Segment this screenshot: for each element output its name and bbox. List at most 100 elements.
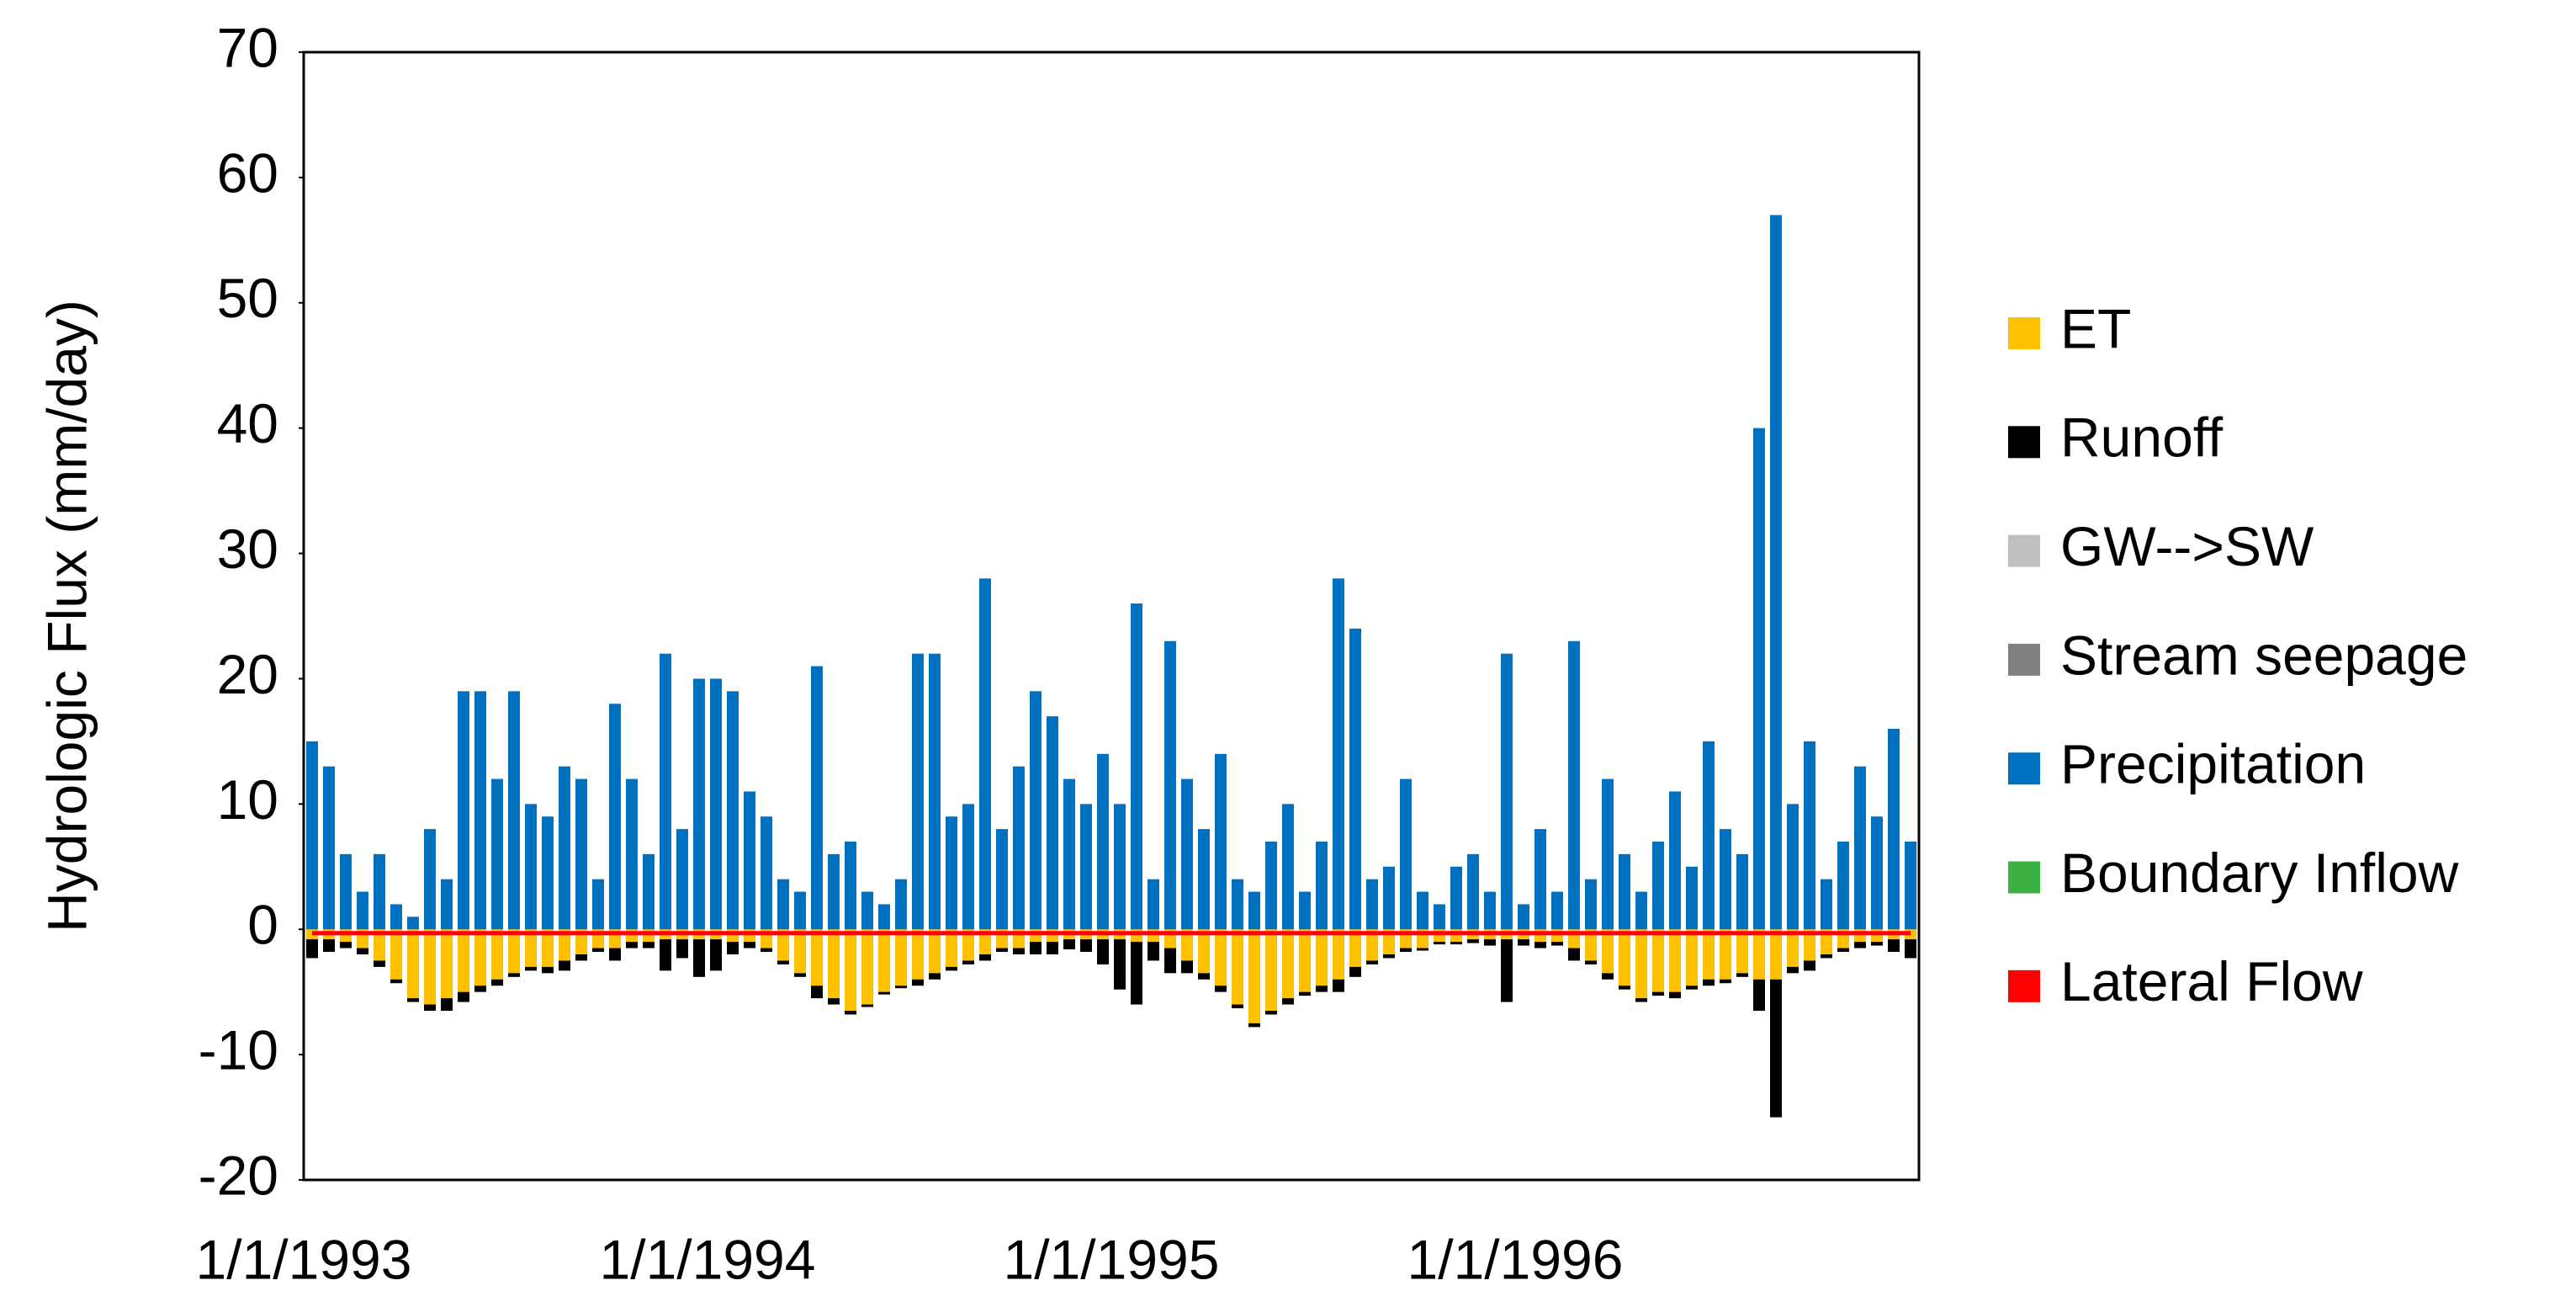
bar xyxy=(1821,954,1832,959)
bar xyxy=(1181,778,1193,930)
bar xyxy=(1736,973,1748,977)
bar xyxy=(1265,842,1277,930)
legend-swatch xyxy=(2008,752,2040,785)
bar xyxy=(845,1011,856,1015)
bar xyxy=(1097,939,1109,964)
bar xyxy=(693,678,705,930)
bar xyxy=(1215,929,1227,986)
bar xyxy=(357,948,368,954)
bar xyxy=(828,853,840,930)
bar xyxy=(458,991,469,1002)
bar xyxy=(407,916,419,930)
bar xyxy=(845,929,856,1011)
bar xyxy=(1467,939,1479,943)
x-tick-label: 1/1/1994 xyxy=(600,1228,816,1290)
bar xyxy=(929,653,941,930)
y-tick-label: -20 xyxy=(199,1144,278,1206)
bar xyxy=(508,929,520,974)
bar xyxy=(458,691,469,930)
bar xyxy=(1181,960,1193,974)
bar xyxy=(962,804,974,930)
bar xyxy=(1114,939,1126,990)
bar xyxy=(1232,879,1243,930)
bar xyxy=(1568,948,1580,961)
legend-swatch xyxy=(2008,643,2040,676)
bar xyxy=(1686,866,1698,930)
bar xyxy=(1585,960,1597,964)
bar xyxy=(474,986,486,992)
bar xyxy=(727,942,739,954)
legend-swatch xyxy=(2008,970,2040,1002)
bar xyxy=(1148,879,1159,930)
bar xyxy=(1703,979,1715,986)
bar xyxy=(979,578,991,930)
bar xyxy=(1164,640,1176,930)
legend-label: ET xyxy=(2060,297,2131,359)
y-tick-label: 30 xyxy=(217,518,278,580)
bar xyxy=(441,879,453,930)
legend-label: Stream seepage xyxy=(2060,624,2467,686)
bar xyxy=(912,979,924,986)
bar xyxy=(323,766,335,930)
bar xyxy=(1770,979,1782,1118)
bar xyxy=(811,666,823,930)
bar xyxy=(1686,986,1698,990)
bar xyxy=(1501,653,1513,930)
bar xyxy=(1837,842,1849,930)
bar xyxy=(1635,891,1647,930)
bar xyxy=(895,879,907,930)
bar xyxy=(1097,753,1109,930)
bar xyxy=(1450,942,1462,945)
bar xyxy=(1366,929,1378,961)
bar xyxy=(1282,804,1294,930)
bar xyxy=(1736,853,1748,930)
bar xyxy=(1568,640,1580,930)
bar xyxy=(1652,842,1664,930)
bar xyxy=(979,929,991,954)
bar xyxy=(390,929,402,980)
bar xyxy=(1131,942,1142,1005)
bar xyxy=(1837,948,1849,953)
bar xyxy=(1888,729,1900,930)
bar xyxy=(962,960,974,964)
bar xyxy=(1030,942,1042,954)
bar xyxy=(929,929,941,974)
bar xyxy=(1652,991,1664,996)
bar xyxy=(306,741,318,930)
bar xyxy=(1349,628,1361,930)
bar xyxy=(1450,866,1462,930)
legend-swatch xyxy=(2008,426,2040,459)
bar xyxy=(794,973,806,977)
bar xyxy=(508,973,520,977)
bar xyxy=(1248,1023,1260,1028)
x-tick-label: 1/1/1993 xyxy=(196,1228,412,1290)
bar xyxy=(491,979,503,986)
bar xyxy=(1619,986,1630,990)
bar xyxy=(912,653,924,930)
bar xyxy=(1703,741,1715,930)
bar xyxy=(1804,960,1815,971)
bar xyxy=(374,929,385,961)
bar xyxy=(727,691,739,930)
bar xyxy=(1652,929,1664,992)
bar xyxy=(1299,891,1311,930)
bar xyxy=(1484,891,1496,930)
y-tick-label: 70 xyxy=(217,16,278,78)
bar xyxy=(1905,939,1916,959)
bar xyxy=(1114,804,1126,930)
bar xyxy=(542,966,554,974)
bar xyxy=(660,653,671,930)
y-tick-label: -10 xyxy=(199,1019,278,1081)
bar xyxy=(1013,948,1025,954)
bar xyxy=(660,939,671,971)
bar xyxy=(508,691,520,930)
bar xyxy=(929,973,941,980)
bar xyxy=(1703,929,1715,980)
bar xyxy=(525,966,537,971)
legend-label: GW-->SW xyxy=(2060,515,2314,577)
bar xyxy=(1232,929,1243,1005)
bar xyxy=(744,942,755,948)
bar xyxy=(542,929,554,967)
bar xyxy=(744,791,755,930)
bar xyxy=(1753,428,1765,930)
